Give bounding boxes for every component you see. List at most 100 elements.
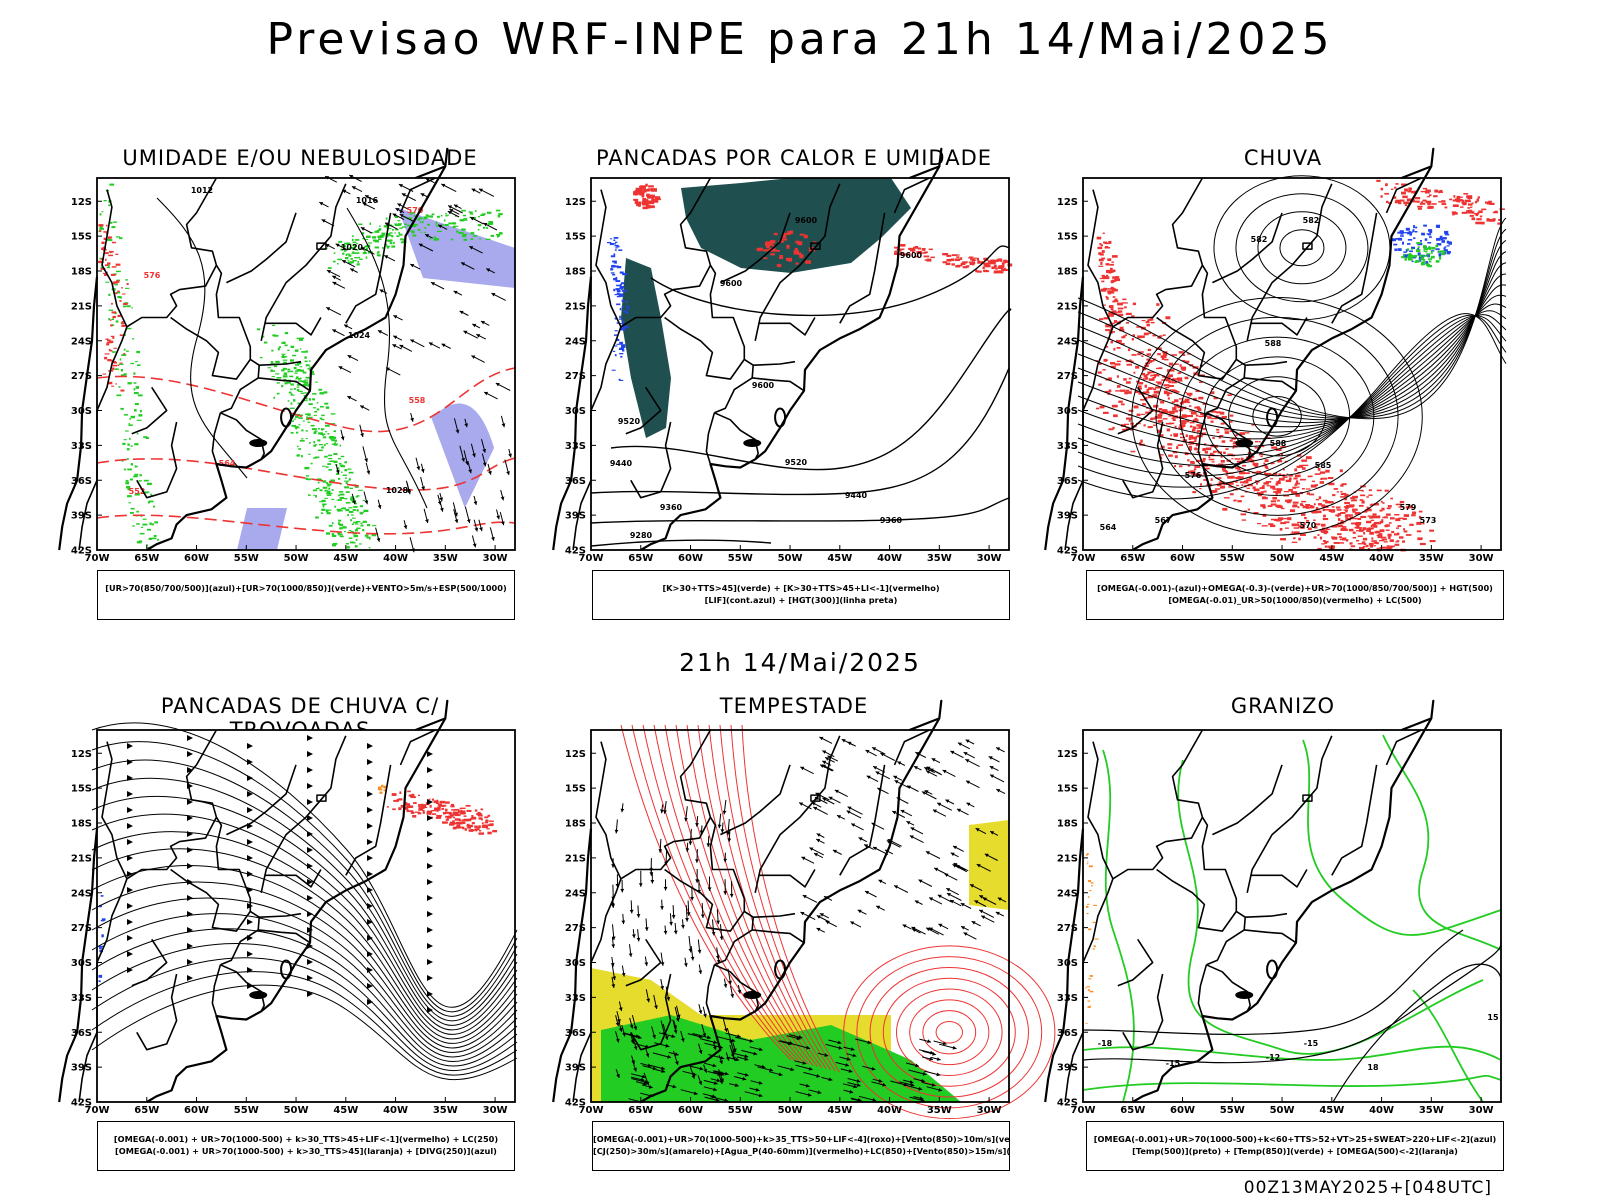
geo-lines [1044, 699, 1435, 1103]
streamline-arrow [307, 959, 313, 965]
border-line [220, 412, 265, 460]
isobar-label: 1012 [191, 186, 213, 195]
border-line [259, 912, 302, 918]
lon-tick-label: 50W [778, 1105, 803, 1116]
hgt500-line [1077, 314, 1507, 488]
panel-6-legend-line-2: [Temp(500)](preto) + [Temp(850)](verde) … [1132, 1146, 1458, 1156]
panel-2-legend: [K>30+TTS>45](verde) + [K>30+TTS>45+LI<-… [592, 570, 1010, 620]
border-line [754, 735, 841, 893]
map-granizo: -18 -15 -15 18 15 -12 12S 15S 18S 21S 24S 27S 30S 33S… [1044, 699, 1502, 1116]
border-line [893, 729, 930, 766]
streamline-arrow [187, 799, 193, 805]
lon-tick-label: 55W [728, 553, 753, 564]
lat-tick-label: 12S [71, 197, 92, 208]
omega-green-ne [1401, 242, 1447, 268]
hgt500-line [1077, 313, 1507, 500]
border-line [211, 412, 222, 465]
border-line [136, 421, 178, 499]
map-background [1083, 730, 1501, 1102]
lon-tick-label: 30W [977, 553, 1002, 564]
hgt500-line [1077, 284, 1507, 433]
streamline [91, 971, 518, 1076]
lon-tick-label: 55W [234, 553, 259, 564]
map-frame [1082, 177, 1502, 551]
border-line [345, 212, 392, 324]
streamline [91, 759, 518, 1017]
hgt500-line [1077, 239, 1507, 419]
east-coastline [1132, 147, 1435, 551]
lon-tick-label: 55W [1220, 553, 1245, 564]
border-line [1331, 764, 1378, 876]
lat-tick-label: 24S [565, 336, 586, 347]
lat-tick-label: 33S [565, 993, 586, 1004]
lon-tick-label: 50W [1270, 1105, 1295, 1116]
border-line [1246, 735, 1333, 893]
panel-6-legend: [OMEGA(-0.001)+UR>70(1000-500)+k<60+TTS>… [1086, 1121, 1504, 1171]
panel-3-legend-line-1: [OMEGA(-0.001)-(azul)+OMEGA(-0.3)-(verde… [1097, 583, 1493, 593]
lon-tick-label: 40W [1369, 1105, 1394, 1116]
hgt-label: 9600 [795, 216, 818, 225]
streamline-arrow [307, 847, 313, 853]
streamline-arrow [367, 743, 373, 749]
hgt-label: 9440 [610, 459, 633, 468]
lake-mirim [249, 439, 268, 448]
streamline-arrow [247, 791, 253, 797]
federal-district [1302, 794, 1313, 802]
streamline-arrow [247, 951, 253, 957]
border-line [714, 964, 759, 1012]
hgt-label: 582 [1303, 216, 1320, 225]
hgt-label: 9520 [785, 458, 808, 467]
valid-time-title: 21h 14/Mai/2025 [679, 648, 921, 677]
lon-tick-label: 35W [927, 553, 952, 564]
lon-tick-label: 60W [678, 553, 703, 564]
lon-tick-label: 45W [333, 1105, 358, 1116]
hgt-label: 564 [1100, 523, 1117, 532]
streamline-arrow [127, 887, 133, 893]
panel-1-legend: [UR>70(850/700/500)](azul)+[UR>70(1000/8… [97, 570, 515, 620]
hgt-label: 9600 [720, 279, 743, 288]
border-line [1156, 868, 1237, 932]
closed-contour [922, 1010, 977, 1055]
closed-contour [1203, 356, 1351, 477]
hgt-label: 588 [1270, 439, 1287, 448]
hgt500-high-centre [1213, 175, 1391, 321]
lat-tick-label: 42S [565, 546, 586, 557]
lat-tick-label: 21S [71, 301, 92, 312]
streamline-arrow [367, 823, 373, 829]
lagoa-dos-patos [1266, 959, 1279, 980]
border-line [170, 868, 251, 932]
hgt300-contour [590, 539, 772, 547]
lon-tick-label: 30W [977, 1105, 1002, 1116]
border-line [259, 360, 302, 366]
lat-tick-label: 30S [1057, 406, 1078, 417]
wind-vectors [319, 174, 512, 553]
east-coastline [640, 147, 943, 551]
lif-blue-andes [607, 237, 630, 381]
lat-tick-label: 30S [565, 958, 586, 969]
panel-6-legend-line-1: [OMEGA(-0.001)+UR>70(1000-500)+k<60+TTS>… [1093, 1134, 1497, 1144]
border-line [752, 377, 805, 392]
border-line [260, 183, 347, 341]
lon-tick-label: 35W [1419, 553, 1444, 564]
border-line [595, 741, 712, 880]
streamline-arrow [427, 799, 433, 805]
streamline-arrow [307, 863, 313, 869]
border-line [1156, 316, 1237, 380]
border-line [185, 177, 260, 414]
border-line [705, 412, 716, 465]
border-line [258, 377, 311, 392]
temp500-line [1082, 929, 1464, 1036]
border-line [625, 938, 662, 987]
streamline-arrow [427, 863, 433, 869]
streamline-arrow [427, 751, 433, 757]
temp850-line [1082, 1045, 1502, 1061]
streamline [91, 957, 518, 1072]
lon-tick-label: 60W [184, 1105, 209, 1116]
closed-contour [1279, 229, 1325, 267]
streamline-arrow [427, 1007, 433, 1013]
border-line [1117, 938, 1154, 987]
streamline-arrow [427, 911, 433, 917]
